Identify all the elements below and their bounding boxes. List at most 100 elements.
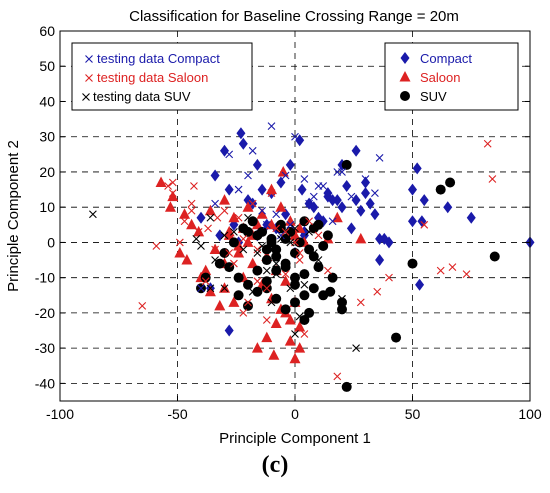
y-tick-label: -20 — [35, 305, 55, 321]
point-compact — [466, 211, 476, 224]
point-testing-data-saloon — [314, 231, 323, 240]
y-tick-label: 20 — [39, 164, 55, 180]
point-saloon — [164, 201, 176, 212]
point-compact — [351, 144, 361, 157]
point-testing-data-saloon — [175, 238, 184, 247]
point-testing-data-suv — [230, 227, 238, 236]
point-compact — [309, 201, 319, 214]
point-suv — [337, 304, 347, 315]
legend-marker-triangle — [399, 71, 411, 82]
point-saloon — [204, 285, 216, 297]
x-axis-label: Principle Component 1 — [219, 430, 371, 447]
point-suv — [290, 272, 300, 283]
point-suv — [261, 276, 272, 287]
point-testing-data-suv — [286, 238, 295, 247]
point-testing-data-compact — [319, 182, 328, 190]
point-testing-data-saloon — [168, 189, 177, 197]
point-testing-data-compact — [338, 168, 346, 176]
y-tick-label: -10 — [35, 270, 55, 286]
point-testing-data-saloon — [281, 227, 290, 236]
point-testing-data-suv — [286, 284, 295, 293]
y-tick-label: 10 — [39, 199, 55, 215]
point-testing-data-compact — [248, 146, 257, 155]
point-suv — [233, 290, 244, 301]
point-compact — [375, 232, 385, 245]
point-testing-data-saloon — [168, 178, 177, 187]
point-testing-data-saloon — [164, 182, 172, 190]
point-suv — [261, 255, 272, 266]
point-testing-data-saloon — [483, 139, 492, 148]
point-testing-data-saloon — [488, 175, 497, 183]
point-testing-data-compact — [375, 153, 384, 162]
y-tick-label: 60 — [39, 23, 55, 39]
point-testing-data-saloon — [225, 249, 234, 257]
point-compact — [375, 254, 385, 267]
point-suv — [304, 244, 315, 255]
point-testing-data-compact — [211, 199, 219, 208]
point-testing-data-suv — [248, 287, 257, 296]
y-tick-label: 40 — [39, 93, 55, 109]
point-testing-data-compact — [281, 171, 290, 180]
point-testing-data-compact — [234, 185, 243, 194]
point-suv — [445, 177, 456, 188]
point-testing-data-suv — [267, 298, 276, 307]
point-suv — [308, 251, 319, 262]
point-suv — [290, 279, 300, 290]
y-tick-label: 0 — [47, 234, 55, 250]
point-suv — [271, 293, 282, 304]
legend-marker-circle — [400, 91, 410, 101]
point-testing-data-compact — [361, 175, 370, 183]
point-testing-data-saloon — [239, 309, 248, 317]
y-axis-label: Principle Component 2 — [5, 140, 22, 292]
point-testing-data-suv — [206, 284, 215, 293]
point-testing-data-suv — [272, 259, 281, 268]
scatter-chart: Classification for Baseline Crossing Ran… — [5, 8, 542, 447]
point-testing-data-compact — [300, 175, 309, 183]
point-compact — [285, 158, 295, 171]
legend-label-testing-suv: testing data SUV — [93, 89, 191, 104]
chart-title: Classification for Baseline Crossing Ran… — [129, 8, 459, 25]
point-saloon — [277, 165, 289, 177]
point-testing-data-saloon — [462, 270, 471, 279]
point-suv — [243, 279, 253, 290]
legend-marker-x — [85, 74, 93, 82]
point-testing-data-suv — [192, 235, 201, 243]
point-testing-data-suv — [244, 213, 252, 222]
point-testing-data-saloon — [272, 224, 281, 233]
legend-label-testing-saloon: testing data Saloon — [97, 70, 208, 85]
point-saloon — [186, 218, 198, 230]
point-testing-data-saloon — [248, 199, 257, 208]
point-testing-data-saloon — [305, 217, 313, 226]
point-suv — [271, 244, 282, 255]
point-saloon — [233, 247, 245, 258]
point-testing-data-compact — [309, 192, 318, 201]
point-testing-data-suv — [234, 273, 243, 282]
point-saloon — [280, 275, 292, 286]
point-saloon — [268, 349, 280, 360]
legend-label-saloon: Saloon — [420, 70, 460, 85]
legend-marker-x — [82, 93, 90, 101]
point-testing-data-suv — [253, 249, 262, 257]
point-testing-data-saloon — [373, 287, 382, 296]
point-saloon — [242, 201, 254, 212]
point-compact — [361, 176, 370, 189]
point-saloon — [270, 317, 282, 328]
point-compact — [384, 236, 394, 249]
point-compact — [257, 183, 267, 196]
point-saloon — [284, 313, 296, 325]
point-testing-data-saloon — [267, 189, 276, 197]
point-testing-data-saloon — [262, 316, 271, 324]
point-testing-data-saloon — [230, 259, 238, 268]
point-testing-data-compact — [305, 199, 313, 208]
point-testing-data-compact — [371, 189, 379, 197]
point-suv — [341, 159, 352, 170]
point-saloon — [155, 176, 167, 188]
point-saloon — [214, 299, 226, 311]
point-suv — [271, 251, 282, 262]
point-suv — [280, 233, 291, 244]
point-suv — [308, 223, 319, 234]
point-suv — [299, 216, 310, 227]
point-suv — [325, 286, 336, 297]
legend-testing-box — [71, 42, 253, 111]
